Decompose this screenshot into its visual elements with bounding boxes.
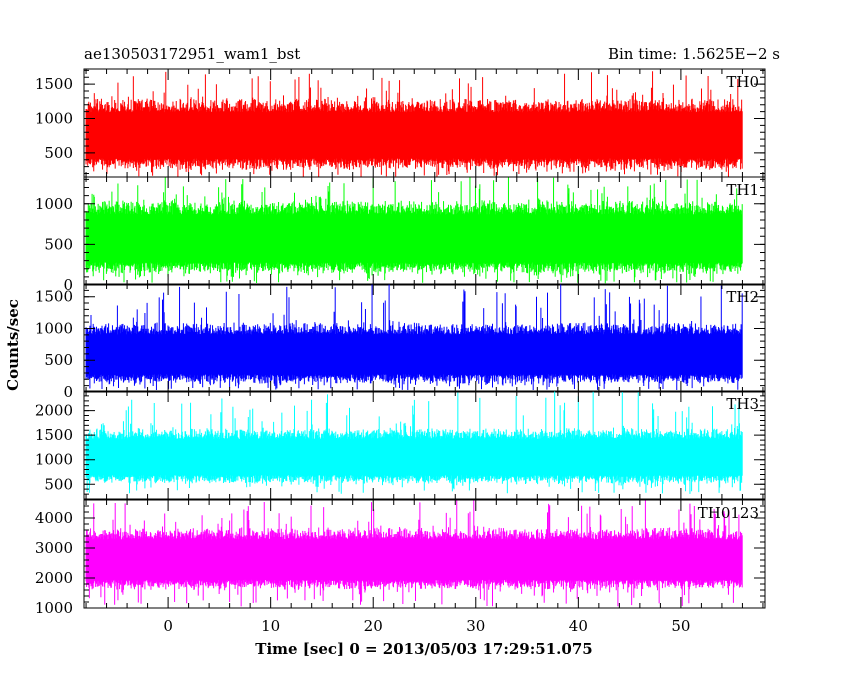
series-noise <box>85 500 743 607</box>
y-tick-label: 1500 <box>35 75 73 93</box>
panels-group: 500 1000 1500 TH0 0 500 1000 TH1 0 500 1000 1500 TH2… <box>35 68 766 617</box>
panel-th0123: 1000 2000 3000 4000 TH0123 <box>35 499 766 617</box>
chart-title: ae130503172951_wam1_bst <box>84 45 300 63</box>
x-ticks <box>85 500 764 608</box>
y-tick-label: 500 <box>44 144 73 162</box>
series-label: TH2 <box>726 288 759 306</box>
series-th3 <box>85 391 743 494</box>
series-label: TH0123 <box>698 504 759 522</box>
y-tick-label: 2000 <box>35 402 73 420</box>
x-tick-label: 30 <box>466 617 485 635</box>
x-ticks <box>85 177 764 285</box>
y-tick-label: 3000 <box>35 539 73 557</box>
panel-th1: 0 500 1000 TH1 <box>35 176 766 294</box>
bin-time-label: Bin time: 1.5625E−2 s <box>608 45 780 63</box>
panel-frame <box>83 283 766 393</box>
series-label: TH0 <box>726 73 759 91</box>
y-tick-label: 1000 <box>35 319 73 337</box>
series-noise <box>85 177 743 284</box>
panel-th0: 500 1000 1500 TH0 <box>35 68 766 178</box>
x-tick-label: 50 <box>671 617 690 635</box>
y-tick-label: 500 <box>44 475 73 493</box>
y-axis-label: Counts/sec <box>4 299 22 391</box>
y-tick-label: 1000 <box>35 110 73 128</box>
y-tick-label: 1500 <box>35 426 73 444</box>
series-label: TH3 <box>726 395 759 413</box>
x-tick-label: 40 <box>569 617 588 635</box>
x-ticks <box>85 391 764 499</box>
series-th2 <box>85 284 743 390</box>
y-tick-label: 2000 <box>35 569 73 587</box>
series-th1 <box>85 177 743 284</box>
series-noise <box>85 71 743 177</box>
y-tick-label: 4000 <box>35 509 73 527</box>
y-tick-label: 1000 <box>35 599 73 617</box>
x-axis: 0 10 20 30 40 50 <box>163 617 690 635</box>
series-noise <box>85 284 743 390</box>
y-tick-label: 0 <box>63 276 73 294</box>
y-tick-label: 1000 <box>35 195 73 213</box>
panel-th2: 0 500 1000 1500 TH2 <box>35 283 766 401</box>
x-axis-label: Time [sec] 0 = 2013/05/03 17:29:51.075 <box>255 640 592 658</box>
y-tick-label: 1500 <box>35 288 73 306</box>
x-ticks <box>85 69 764 177</box>
series-th0123 <box>85 500 743 607</box>
series-label: TH1 <box>726 181 759 199</box>
panel-th3: 500 1000 1500 2000 TH3 <box>35 390 766 500</box>
series-th0 <box>85 71 743 177</box>
x-tick-label: 0 <box>163 617 173 635</box>
y-tick-label: 500 <box>44 351 73 369</box>
x-ticks <box>85 284 764 392</box>
x-tick-label: 10 <box>261 617 280 635</box>
y-tick-label: 500 <box>44 235 73 253</box>
y-tick-label: 1000 <box>35 451 73 469</box>
panel-frame <box>83 176 766 286</box>
x-tick-label: 20 <box>364 617 383 635</box>
y-tick-label: 0 <box>63 383 73 401</box>
series-noise <box>85 391 743 494</box>
